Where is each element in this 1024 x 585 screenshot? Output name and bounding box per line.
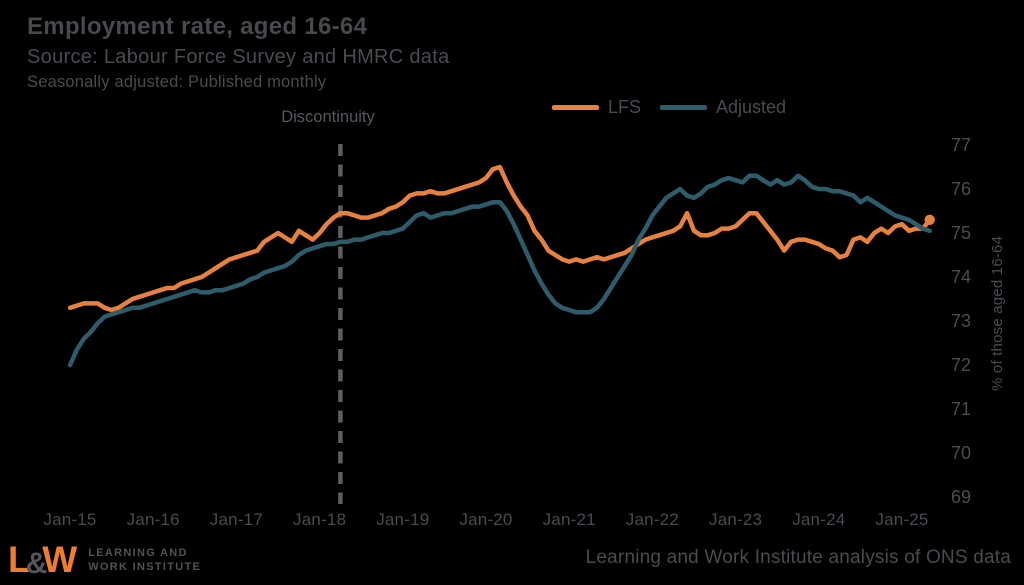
y-tick-label: 71 <box>951 399 972 419</box>
y-tick-label: 77 <box>951 135 972 155</box>
y-tick-label: 73 <box>951 311 972 331</box>
y-tick-label: 70 <box>951 443 972 463</box>
lw-logo-icon: L & W <box>8 539 78 582</box>
lfs-line <box>67 164 932 313</box>
x-tick-label: Jan-19 <box>376 510 430 529</box>
x-tick-label: Jan-17 <box>209 510 263 529</box>
discontinuity-label: Discontinuity <box>281 108 375 126</box>
legend-label-lfs: LFS <box>608 97 642 117</box>
logo-text: LEARNING AND WORK INSTITUTE <box>88 546 201 582</box>
attribution: Learning and Work Institute analysis of … <box>585 547 1011 568</box>
x-tick-label: Jan-16 <box>126 510 180 529</box>
x-tick-label: Jan-20 <box>459 510 513 529</box>
adjusted-line <box>67 173 932 368</box>
y-tick-label: 75 <box>951 223 972 243</box>
logo-text-line2: WORK INSTITUTE <box>88 561 202 573</box>
adjusted-line-swatch-icon <box>660 105 708 110</box>
x-tick-label: Jan-18 <box>293 510 347 529</box>
footer-logo: L & W LEARNING AND WORK INSTITUTE <box>8 539 201 582</box>
legend-item-lfs: LFS <box>552 97 641 118</box>
y-tick-label: 69 <box>951 487 972 507</box>
series-layer <box>67 164 935 368</box>
logo-letter-w: W <box>42 539 78 580</box>
grid-layer <box>67 143 934 504</box>
lfs-end-marker <box>924 214 935 225</box>
source-line: Source: Labour Force Survey and HMRC dat… <box>27 46 450 68</box>
y-tick-label: 76 <box>951 179 972 199</box>
legend-label-adjusted: Adjusted <box>716 97 787 117</box>
legend-item-adjusted: Adjusted <box>660 97 786 118</box>
x-tick-label: Jan-22 <box>625 510 679 529</box>
page-title: Employment rate, aged 16-64 <box>27 13 368 40</box>
legend: LFS Adjusted <box>552 97 786 118</box>
y-axis-title: % of those aged 16-64 <box>989 235 1006 391</box>
x-tick-label: Jan-24 <box>792 510 846 529</box>
y-tick-label: 74 <box>951 267 972 287</box>
x-tick-label: Jan-15 <box>43 510 97 529</box>
logo-ampersand: & <box>25 547 48 580</box>
seasonal-note: Seasonally adjusted: Published monthly <box>27 73 327 91</box>
x-tick-label: Jan-21 <box>542 510 596 529</box>
logo-text-line1: LEARNING AND <box>88 547 188 559</box>
x-tick-label: Jan-25 <box>875 510 929 529</box>
lfs-line-swatch-icon <box>552 105 599 110</box>
x-tick-label: Jan-23 <box>709 510 763 529</box>
logo-letter-l: L <box>8 539 31 580</box>
y-tick-label: 72 <box>951 355 972 375</box>
